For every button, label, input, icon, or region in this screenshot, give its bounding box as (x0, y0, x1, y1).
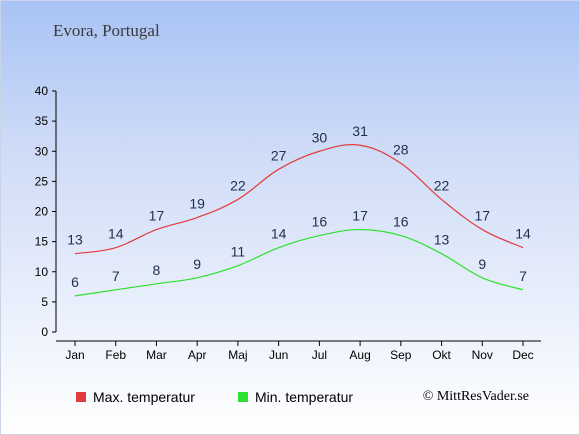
x-tick-label: Nov (472, 348, 493, 362)
data-label-min: 7 (519, 268, 527, 284)
y-tick-label: 0 (41, 325, 48, 339)
y-tick-label: 35 (35, 114, 49, 128)
legend-max-swatch (76, 392, 86, 402)
data-label-max: 13 (67, 232, 83, 248)
legend-max: Max. temperatur (76, 389, 195, 405)
data-label-max: 22 (434, 177, 450, 193)
x-tick-label: Jun (269, 348, 288, 362)
data-label-min: 11 (231, 244, 246, 260)
data-label-max: 19 (189, 196, 205, 212)
series-line-min (74, 228, 524, 297)
legend-min-label: Min. temperatur (255, 389, 354, 405)
x-tick-label: Jan (65, 348, 84, 362)
y-tick-label: 40 (35, 84, 49, 98)
data-label-max: 28 (393, 141, 409, 157)
temperature-chart: 0 5 10 15 20 25 30 35 40 Jan Feb Mar Apr Maj Jun Jul Aug… (35, 84, 541, 362)
data-label-min: 7 (112, 268, 120, 284)
legend-min-swatch (238, 392, 248, 402)
data-label-max: 17 (149, 208, 165, 224)
data-label-max: 14 (515, 226, 531, 242)
x-tick-label: Maj (228, 348, 247, 362)
data-label-max: 30 (312, 129, 328, 145)
y-tick-label: 20 (35, 205, 49, 219)
data-label-min: 9 (193, 256, 201, 272)
data-label-max: 14 (108, 226, 124, 242)
data-label-max: 31 (352, 123, 368, 139)
x-tick-label: Sep (390, 348, 412, 362)
legend-min: Min. temperatur (238, 389, 353, 405)
chart-title: Evora, Portugal (53, 21, 160, 40)
x-tick-label: Jul (312, 348, 327, 362)
y-tick-label: 5 (41, 295, 48, 309)
y-tick-label: 15 (35, 235, 49, 249)
x-tick-label: Feb (105, 348, 126, 362)
x-tick-label: Okt (432, 348, 451, 362)
data-label-max: 22 (230, 177, 246, 193)
data-label-min: 13 (434, 232, 450, 248)
y-tick-label: 25 (35, 174, 49, 188)
y-tick-label: 10 (35, 265, 49, 279)
data-label-min: 8 (153, 262, 161, 278)
x-tick-label: Dec (512, 348, 533, 362)
x-tick-label: Aug (349, 348, 370, 362)
credit-text: © MittResVader.se (422, 389, 529, 404)
series-line-max (74, 144, 524, 255)
data-label-min: 16 (393, 214, 409, 230)
legend-max-label: Max. temperatur (93, 389, 195, 405)
data-label-min: 14 (271, 226, 287, 242)
data-label-max: 17 (474, 208, 490, 224)
data-label-min: 6 (71, 274, 79, 290)
data-label-min: 17 (352, 208, 368, 224)
x-tick-label: Apr (188, 348, 207, 362)
y-tick-label: 30 (35, 144, 49, 158)
x-tick-label: Mar (146, 348, 167, 362)
data-label-max: 27 (271, 147, 287, 163)
data-label-min: 16 (312, 214, 328, 230)
data-label-min: 9 (478, 256, 486, 272)
